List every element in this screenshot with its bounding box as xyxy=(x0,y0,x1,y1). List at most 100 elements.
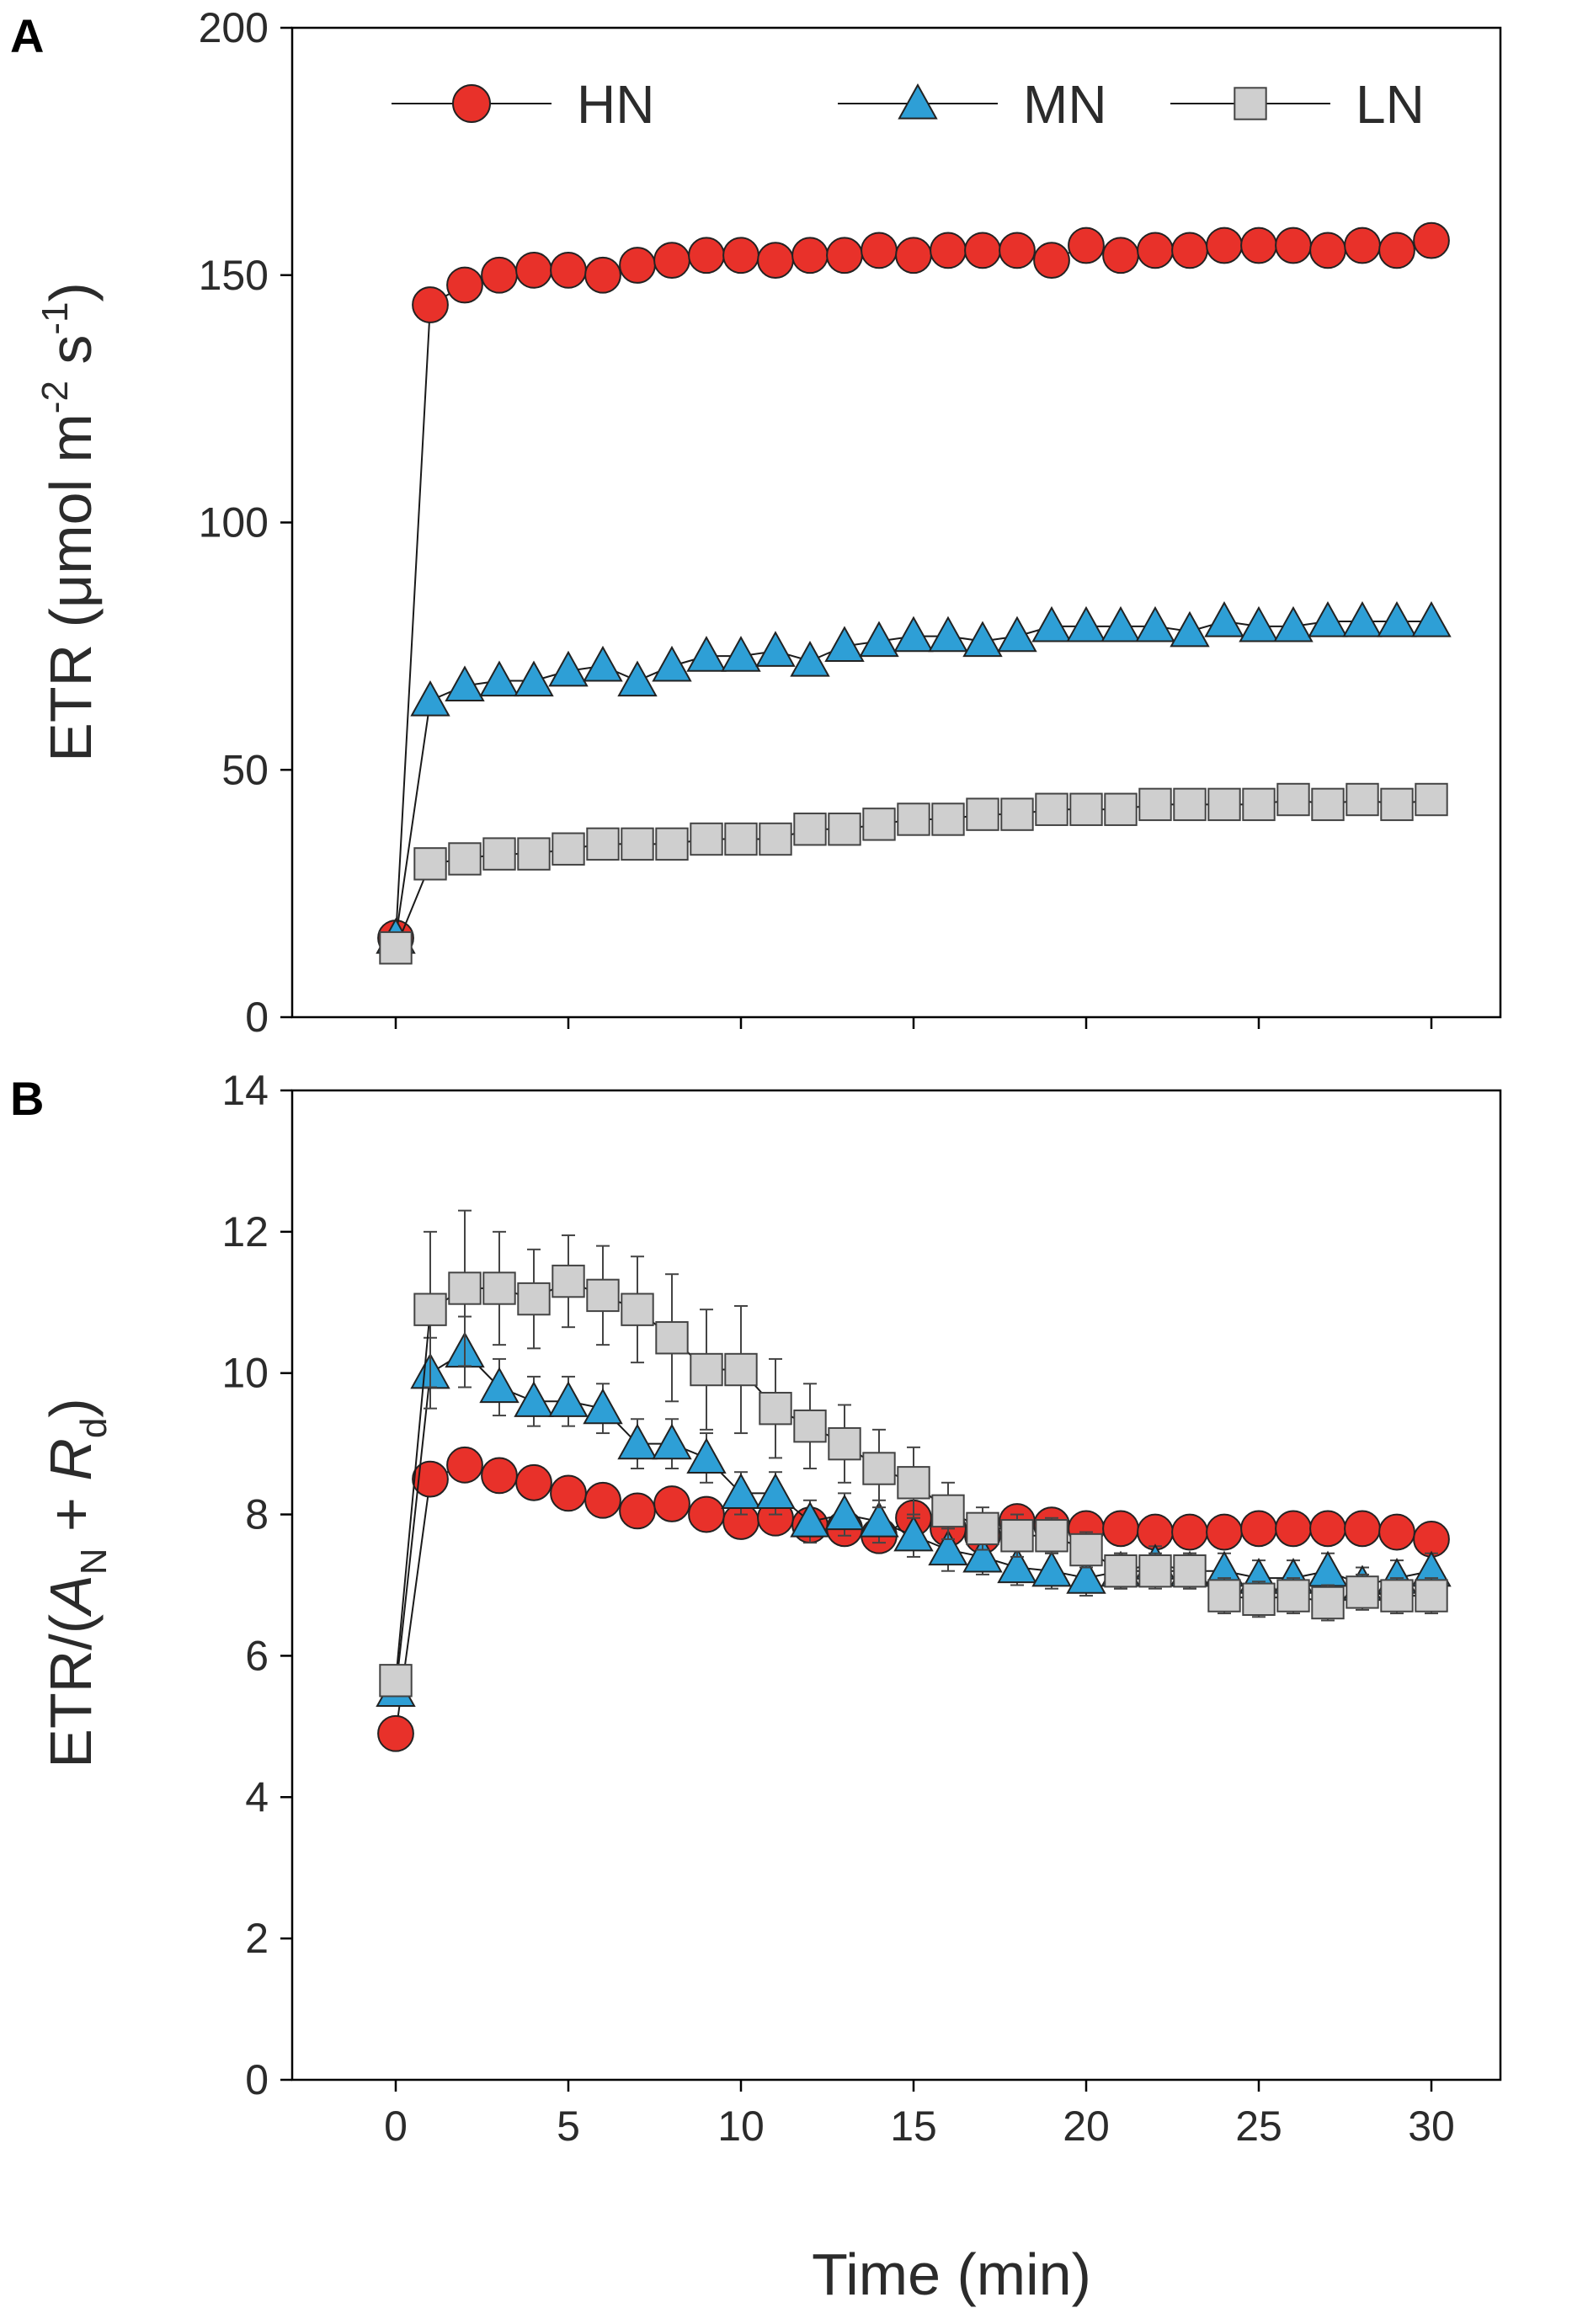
point-mn-a xyxy=(617,660,658,697)
y-tick-label-b-12: 12 xyxy=(221,1208,269,1255)
point-hn-a xyxy=(722,237,759,275)
point-mn-a xyxy=(790,640,830,677)
point-hn-a xyxy=(550,251,587,289)
point-ln-b xyxy=(379,1664,413,1698)
point-hn-a xyxy=(1206,227,1243,264)
point-ln-a xyxy=(517,837,551,871)
point-hn-b xyxy=(515,1463,552,1501)
point-mn-a xyxy=(1411,600,1452,637)
point-ln-a xyxy=(552,832,585,866)
legend-label-ln: LN xyxy=(1356,74,1425,135)
point-hn-a xyxy=(999,232,1036,269)
point-ln-b xyxy=(1207,1579,1241,1612)
series-ln-a xyxy=(379,782,1448,965)
point-ln-a xyxy=(897,802,930,836)
point-mn-a xyxy=(721,636,761,672)
y-tick-label-a-200: 200 xyxy=(199,4,269,51)
y-tick-label-b-4: 4 xyxy=(245,1773,269,1820)
point-ln-b xyxy=(1000,1519,1034,1553)
point-mn-b xyxy=(790,1500,830,1538)
point-mn-a xyxy=(893,616,934,653)
point-hn-a xyxy=(481,256,518,294)
series-mn-a xyxy=(376,600,1452,954)
point-ln-b xyxy=(1415,1579,1448,1612)
point-hn-a xyxy=(1275,227,1312,264)
point-ln-b xyxy=(1035,1519,1068,1553)
point-ln-a xyxy=(1276,782,1310,817)
point-mn-a xyxy=(479,660,520,697)
point-ln-a xyxy=(1346,782,1379,817)
point-mn-b xyxy=(1031,1550,1072,1587)
point-hn-b xyxy=(377,1714,414,1752)
point-ln-a xyxy=(586,827,620,861)
point-mn-a xyxy=(1308,600,1348,637)
point-mn-b xyxy=(859,1500,899,1538)
point-ln-a xyxy=(759,822,792,856)
panel-label-b: B xyxy=(10,1072,44,1125)
point-ln-a xyxy=(621,827,654,861)
point-hn-b xyxy=(412,1460,449,1498)
point-mn-a xyxy=(755,631,796,667)
x-tick-label-0: 0 xyxy=(384,2103,408,2150)
point-mn-a xyxy=(1170,610,1210,648)
point-hn-b xyxy=(1102,1510,1139,1548)
y-tick-label-b-0: 0 xyxy=(245,2056,269,2103)
point-mn-a xyxy=(686,636,727,672)
x-tick-label-30: 30 xyxy=(1408,2103,1455,2150)
panel-label-a: A xyxy=(10,9,44,62)
point-hn-b xyxy=(446,1446,483,1484)
point-ln-b xyxy=(759,1391,792,1426)
point-hn-b xyxy=(1206,1513,1243,1551)
point-hn-a xyxy=(1240,227,1277,264)
legend-item-hn: HN xyxy=(392,74,654,135)
point-ln-a xyxy=(1000,797,1034,831)
y-tick-label-a-150: 150 xyxy=(199,252,269,299)
point-hn-a xyxy=(895,237,932,275)
point-hn-b xyxy=(1309,1510,1346,1548)
point-mn-b xyxy=(893,1515,934,1552)
point-ln-b xyxy=(828,1426,861,1461)
point-ln-a xyxy=(690,822,723,856)
legend-item-mn: MN xyxy=(838,74,1107,135)
point-ln-b xyxy=(931,1494,965,1528)
point-hn-b xyxy=(1275,1510,1312,1548)
point-ln-b xyxy=(448,1271,482,1305)
point-mn-b xyxy=(997,1547,1037,1584)
point-mn-b xyxy=(617,1423,658,1460)
point-ln-b xyxy=(724,1352,758,1387)
point-hn-a xyxy=(688,237,725,275)
y-tick-label-b-14: 14 xyxy=(221,1067,269,1114)
point-ln-a xyxy=(1311,787,1345,822)
point-ln-b xyxy=(1173,1554,1207,1588)
point-hn-a xyxy=(930,232,967,269)
point-mn-a xyxy=(1135,605,1175,642)
y-tick-label-a-0: 0 xyxy=(245,994,269,1041)
point-hn-a xyxy=(1378,232,1415,269)
point-ln-b xyxy=(1276,1579,1310,1612)
point-ln-b xyxy=(690,1352,723,1387)
point-mn-a xyxy=(1031,605,1072,642)
point-hn-a xyxy=(1344,227,1381,264)
y-axis-label-a: ETR (μmol m-2 s-1) xyxy=(35,282,104,762)
point-hn-b xyxy=(481,1457,518,1495)
point-mn-a xyxy=(652,645,692,682)
point-hn-b xyxy=(688,1495,725,1533)
point-mn-b xyxy=(479,1367,520,1404)
point-ln-b xyxy=(413,1293,447,1326)
point-mn-a xyxy=(548,650,589,687)
point-ln-a xyxy=(862,808,896,841)
point-ln-b xyxy=(517,1282,551,1316)
series-hn-a xyxy=(377,221,1450,957)
point-ln-b xyxy=(897,1466,930,1500)
y-tick-label-b-10: 10 xyxy=(221,1350,269,1397)
point-mn-a xyxy=(514,660,554,697)
panel-b: B 0 2 4 6 8 10 12 14 0 5 10 15 20 25 30 ETR/(AN + Rd) xyxy=(10,1067,1502,2150)
point-ln-a xyxy=(413,847,447,881)
point-ln-a xyxy=(1415,782,1448,817)
point-ln-b xyxy=(1138,1554,1172,1588)
y-tick-label-a-100: 100 xyxy=(199,499,269,546)
point-ln-a xyxy=(1242,787,1276,822)
point-hn-a xyxy=(446,266,483,304)
point-mn-b xyxy=(686,1437,727,1474)
series-hn-b xyxy=(377,1446,1450,1752)
